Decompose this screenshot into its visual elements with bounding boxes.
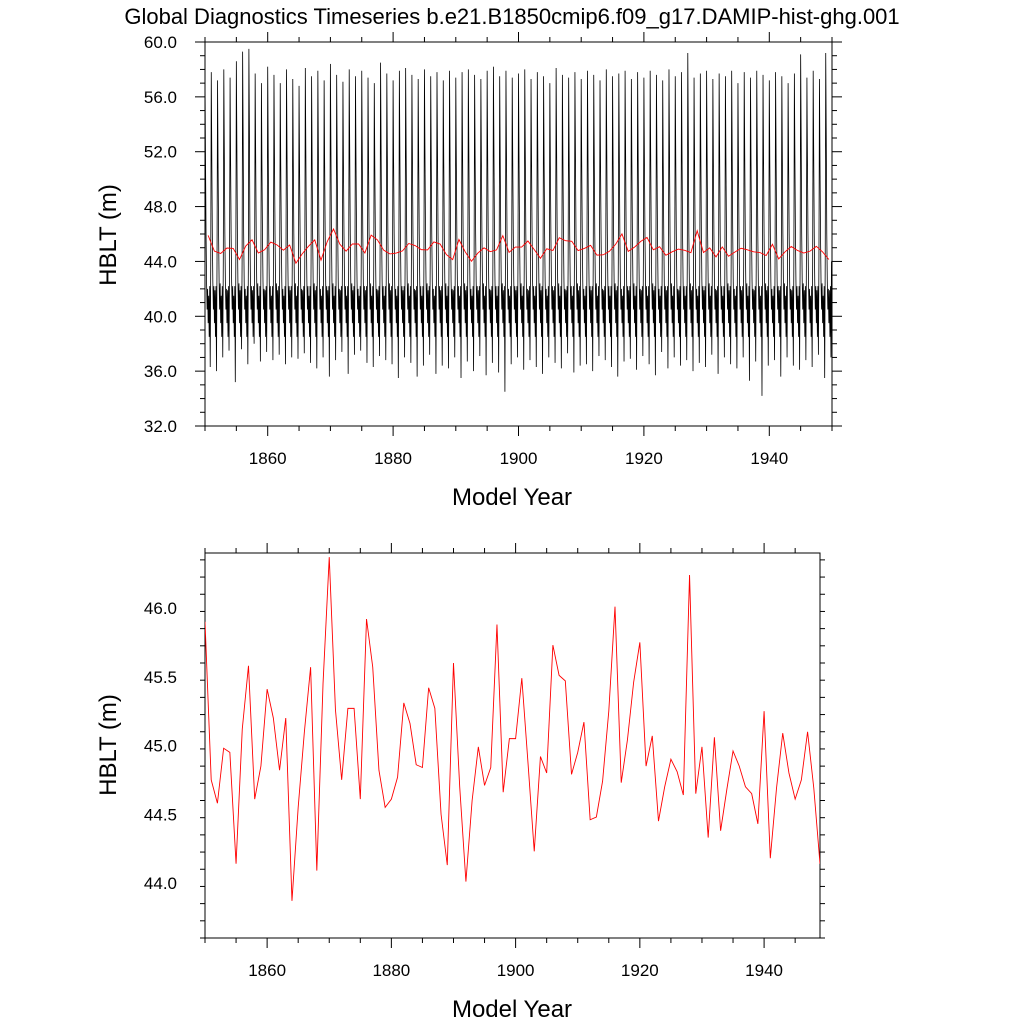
y-tick-label: 45.0 [144, 737, 177, 756]
x-tick-label: 1860 [249, 449, 287, 468]
plot-frame [204, 552, 821, 939]
x-tick-label: 1880 [374, 449, 412, 468]
y-tick-label: 60.0 [144, 33, 177, 52]
y-tick-label: 36.0 [144, 362, 177, 381]
y-tick-label: 44.0 [144, 874, 177, 893]
y-tick-label: 44.5 [144, 805, 177, 824]
y-tick-label: 32.0 [144, 417, 177, 436]
y-tick-label: 56.0 [144, 88, 177, 107]
y-tick-label: 40.0 [144, 307, 177, 326]
y-tick-label: 44.0 [144, 252, 177, 271]
y-tick-label: 52.0 [144, 143, 177, 162]
chart-title: Global Diagnostics Timeseries b.e21.B185… [124, 4, 899, 29]
x-tick-label: 1940 [745, 961, 783, 980]
y-tick-label: 45.5 [144, 668, 177, 687]
panel-bottom-ylabel: HBLT (m) [95, 694, 122, 796]
x-tick-label: 1900 [497, 961, 535, 980]
x-tick-label: 1920 [621, 961, 659, 980]
x-tick-label: 1860 [248, 961, 286, 980]
series-monthly-line [205, 48, 832, 396]
y-tick-label: 46.0 [144, 599, 177, 618]
x-tick-label: 1920 [625, 449, 663, 468]
panel-top: Model Year HBLT (m) 1860 1880 1900 1920 1940… [95, 32, 842, 511]
panel-top-ylabel: HBLT (m) [95, 184, 122, 286]
panel-bottom-xlabel: Model Year [452, 996, 572, 1023]
series-annual-line-top [207, 227, 830, 265]
series-annual-line-bottom [205, 557, 820, 901]
x-tick-label: 1940 [750, 449, 788, 468]
panel-top-xlabel: Model Year [452, 484, 572, 511]
x-tick-label: 1880 [372, 961, 410, 980]
panel-bottom: Model Year HBLT (m) 1860 1880 1900 1920 1940… [95, 543, 825, 1023]
y-tick-label: 48.0 [144, 198, 177, 217]
x-tick-label: 1900 [500, 449, 538, 468]
